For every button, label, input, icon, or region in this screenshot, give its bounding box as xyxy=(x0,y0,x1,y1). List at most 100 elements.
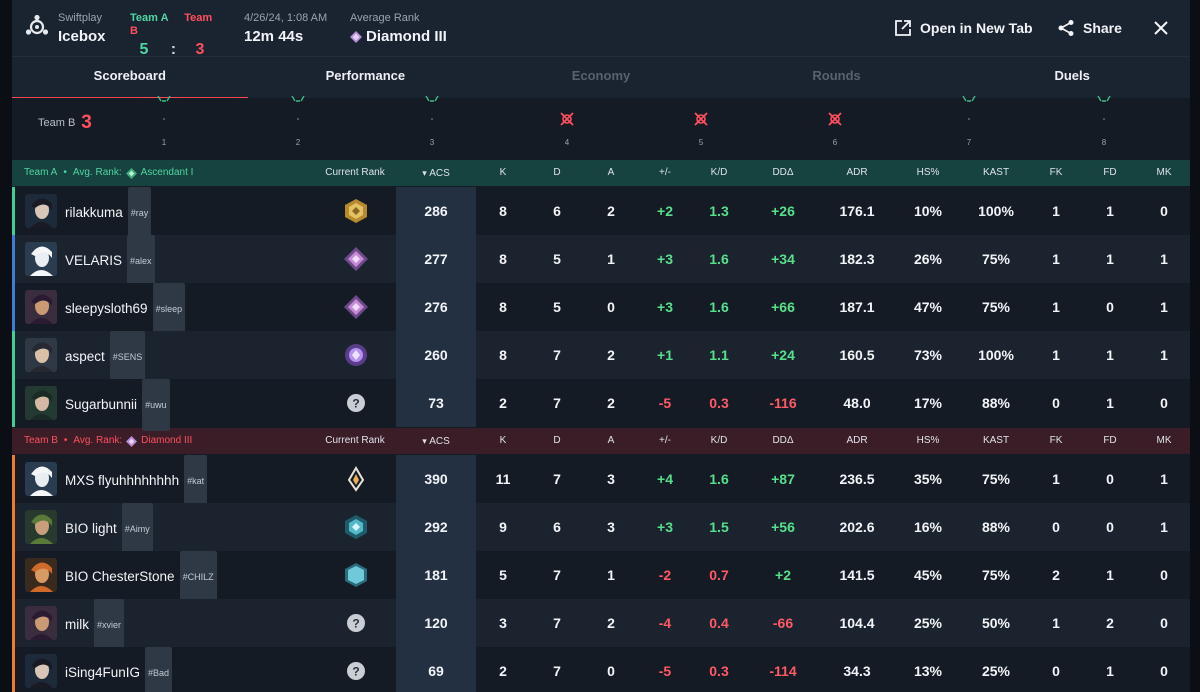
round-team-score: 3 xyxy=(81,112,92,133)
player-tag: #Bad xyxy=(145,647,173,692)
player-row[interactable]: aspect #SENS 260 8 7 2 +1 1.1 +24 160.5 73% 100% 1 1 1 xyxy=(12,331,1190,383)
column-header-fd[interactable]: FD xyxy=(1070,160,1150,186)
player-row[interactable]: BIO ChesterStone #CHILZ 181 5 7 1 -2 0.7 +2 141.5… xyxy=(12,551,1190,603)
game-logo-icon xyxy=(25,14,49,35)
player-name-block[interactable]: iSing4FunIG #Bad xyxy=(65,647,173,692)
player-row[interactable]: sleepysloth69 #sleep 276 8 5 0 +3 1.6 +66 187.1 47… xyxy=(12,283,1190,335)
svg-text:?: ? xyxy=(352,665,359,679)
stat-fk: 1 xyxy=(1052,615,1060,631)
column-header-pm[interactable]: +/- xyxy=(625,160,705,186)
stat-a: 0 xyxy=(607,299,615,315)
player-name-block[interactable]: BIO ChesterStone #CHILZ xyxy=(65,551,217,603)
match-duration: 12m 44s xyxy=(244,28,304,45)
stat-acs: 69 xyxy=(428,663,444,679)
column-header-adr[interactable]: ADR xyxy=(817,160,897,186)
player-row[interactable]: rilakkuma #ray 286 8 6 2 +2 1.3 +26 176.1 10% 100% 1… xyxy=(12,187,1190,239)
column-header-current-rank[interactable]: Current Rank xyxy=(315,428,395,454)
round-number: 2 xyxy=(295,138,301,147)
team-color-stripe xyxy=(12,551,15,599)
stat-kd: 1.6 xyxy=(709,251,729,267)
column-header-mk[interactable]: MK xyxy=(1124,160,1190,186)
player-name-block[interactable]: sleepysloth69 #sleep xyxy=(65,283,186,335)
column-header-mk[interactable]: MK xyxy=(1124,428,1190,454)
tab-performance[interactable]: Performance xyxy=(325,68,406,83)
column-header-d[interactable]: D xyxy=(517,428,597,454)
acs-highlight xyxy=(396,503,476,551)
player-name-block[interactable]: VELARIS #alex xyxy=(65,235,155,287)
agent-avatar xyxy=(25,338,57,372)
column-header-kd[interactable]: K/D xyxy=(679,160,759,186)
stat-a: 2 xyxy=(607,395,615,411)
column-header-acs[interactable]: ▾ ACS xyxy=(396,428,476,455)
column-header-fd[interactable]: FD xyxy=(1070,428,1150,454)
column-header-a[interactable]: A xyxy=(571,428,651,454)
open-new-tab-button[interactable]: Open in New Tab xyxy=(894,16,1033,40)
player-row[interactable]: Sugarbunnii #uwu? 73 2 7 2 -5 0.3 -116 48.0 17% 88%… xyxy=(12,379,1190,431)
stat-k: 8 xyxy=(499,251,507,267)
score-block: Team A Team B 5 : 3 xyxy=(130,12,220,60)
diamond-rank-icon xyxy=(344,295,368,319)
stat-d: 5 xyxy=(553,251,561,267)
stat-d: 7 xyxy=(553,663,561,679)
column-header-k[interactable]: K xyxy=(463,160,543,186)
column-label: HS% xyxy=(916,167,940,178)
player-name-block[interactable]: Sugarbunnii #uwu xyxy=(65,379,170,431)
column-header-pm[interactable]: +/- xyxy=(625,428,705,454)
player-row[interactable]: MXS flyuhhhhhhhh #kat 390 11 7 3 +4 1.6 +87 236.5… xyxy=(12,455,1190,507)
column-header-acs[interactable]: ▾ ACS xyxy=(396,160,476,187)
column-header-kast[interactable]: KAST xyxy=(956,160,1036,186)
share-button[interactable]: Share xyxy=(1057,16,1122,40)
player-name-block[interactable]: MXS flyuhhhhhhhh #kat xyxy=(65,455,208,507)
round-number: 7 xyxy=(966,138,972,147)
tab-scoreboard[interactable]: Scoreboard xyxy=(12,57,248,99)
column-header-current-rank[interactable]: Current Rank xyxy=(315,160,395,186)
player-name-block[interactable]: rilakkuma #ray xyxy=(65,187,152,239)
column-header-fk[interactable]: FK xyxy=(1016,160,1096,186)
column-header-dd[interactable]: DDΔ xyxy=(743,160,823,186)
stat-acs: 260 xyxy=(424,347,448,363)
player-name-block[interactable]: milk #xvier xyxy=(65,599,125,651)
player-name-block[interactable]: aspect #SENS xyxy=(65,331,146,383)
column-header-kast[interactable]: KAST xyxy=(956,428,1036,454)
column-header-dd[interactable]: DDΔ xyxy=(743,428,823,454)
column-label: Current Rank xyxy=(325,435,385,446)
team-b-label: Team B xyxy=(130,12,213,37)
tab-economy[interactable]: Economy xyxy=(571,68,631,83)
column-label: MK xyxy=(1156,167,1172,178)
current-rank-cell xyxy=(343,246,369,272)
match-details-modal: Swiftplay Icebox Team A Team B 5 : 3 4/2… xyxy=(12,0,1190,692)
player-name-block[interactable]: BIO light #Aimy xyxy=(65,503,153,555)
stat-kd: 1.5 xyxy=(709,519,729,535)
column-header-hs[interactable]: HS% xyxy=(888,428,968,454)
stat-pm: -4 xyxy=(658,615,672,631)
round-number: 8 xyxy=(1101,138,1107,147)
column-header-k[interactable]: K xyxy=(463,428,543,454)
tab-duels[interactable]: Duels xyxy=(1054,68,1090,83)
player-row[interactable]: iSing4FunIG #Bad? 69 2 7 0 -5 0.3 -114 34.3 13% 25%… xyxy=(12,647,1190,692)
column-header-adr[interactable]: ADR xyxy=(817,428,897,454)
team-a-avg-rank: Team A • Avg. Rank: Ascendant I xyxy=(24,160,193,186)
round-number: 3 xyxy=(429,138,435,147)
stat-k: 8 xyxy=(499,347,507,363)
ascendant-rank-icon xyxy=(345,344,367,366)
player-row[interactable]: VELARIS #alex 277 8 5 1 +3 1.6 +34 182.3 26% 75% 1 1 1 xyxy=(12,235,1190,287)
column-header-kd[interactable]: K/D xyxy=(679,428,759,454)
column-header-fk[interactable]: FK xyxy=(1016,428,1096,454)
player-name: iSing4FunIG xyxy=(65,665,141,680)
stat-dd: -66 xyxy=(772,615,794,631)
column-header-d[interactable]: D xyxy=(517,160,597,186)
player-row[interactable]: milk #xvier? 120 3 7 2 -4 0.4 -66 104.4 25% 50% 1 2 0 xyxy=(12,599,1190,651)
column-header-hs[interactable]: HS% xyxy=(888,160,968,186)
sort-desc-icon: ▾ xyxy=(422,168,430,178)
share-label: Share xyxy=(1083,20,1122,36)
stat-acs: 286 xyxy=(424,203,448,219)
tab-rounds[interactable]: Rounds xyxy=(812,68,861,83)
current-rank-cell xyxy=(343,294,369,320)
player-row[interactable]: BIO light #Aimy 292 9 6 3 +3 1.5 +56 202.6 16% 88% 0… xyxy=(12,503,1190,555)
stat-hs: 17% xyxy=(913,395,943,411)
stat-kast: 100% xyxy=(978,347,1014,363)
avg-rank-text: Avg. Rank: xyxy=(72,167,122,178)
column-label: ADR xyxy=(846,435,868,446)
close-icon[interactable] xyxy=(1154,21,1168,35)
column-header-a[interactable]: A xyxy=(571,160,651,186)
